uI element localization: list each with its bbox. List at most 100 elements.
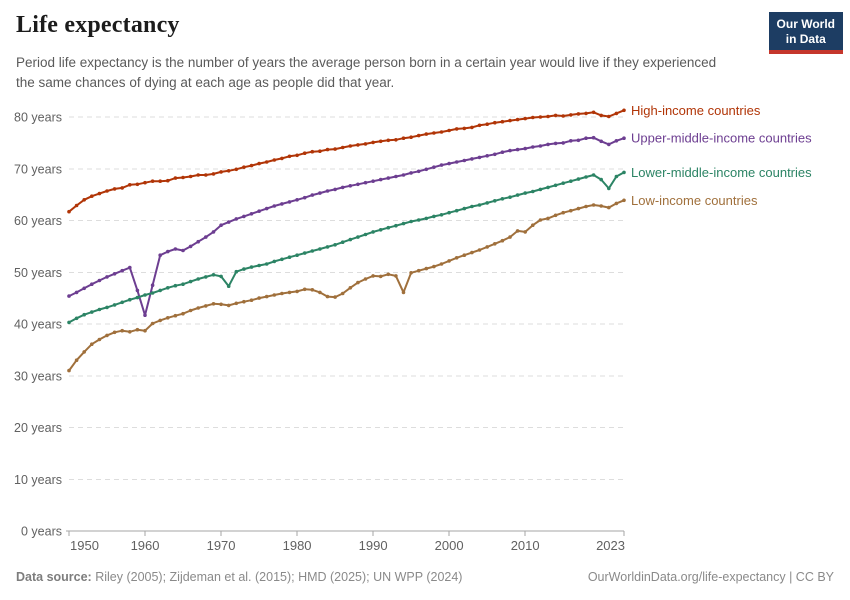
data-point-low-income	[576, 206, 581, 211]
chart-subtitle: Period life expectancy is the number of …	[16, 55, 717, 90]
data-point-lower-middle-income	[325, 245, 330, 249]
data-point-high-income	[614, 111, 619, 116]
data-point-lower-middle-income	[401, 221, 406, 226]
data-point-low-income	[394, 274, 398, 278]
data-point-high-income	[135, 182, 140, 187]
series-line-upper-middle-income[interactable]	[68, 136, 625, 317]
data-point-high-income	[599, 113, 603, 118]
legend-label-low-income[interactable]: Low-income countries	[631, 193, 758, 208]
data-point-low-income	[477, 248, 482, 252]
data-point-high-income	[257, 161, 261, 166]
data-point-low-income	[310, 288, 315, 292]
data-point-low-income	[538, 218, 543, 222]
y-axis-tick-label: 30 years	[14, 369, 62, 383]
data-point-upper-middle-income	[280, 202, 284, 206]
series-line-lower-middle-income[interactable]	[68, 171, 625, 324]
data-point-low-income	[204, 304, 208, 308]
x-axis-tick-label: 2010	[511, 538, 540, 553]
data-point-upper-middle-income	[196, 239, 200, 244]
data-point-low-income	[493, 242, 497, 246]
data-point-high-income	[128, 183, 132, 187]
data-source-label: Data source:	[16, 570, 92, 584]
data-point-lower-middle-income	[470, 204, 474, 209]
data-point-lower-middle-income	[166, 286, 170, 290]
data-point-low-income	[356, 280, 360, 285]
data-point-low-income	[348, 286, 353, 290]
license-note[interactable]: OurWorldinData.org/life-expectancy | CC …	[587, 570, 834, 584]
data-point-upper-middle-income	[515, 147, 520, 152]
data-point-high-income	[454, 127, 459, 131]
data-point-low-income	[188, 308, 193, 313]
owid-logo[interactable]: Our World in Data	[768, 12, 843, 54]
data-point-low-income	[150, 321, 155, 326]
data-source-note: Data source: Riley (2005); Zijdeman et a…	[16, 570, 462, 584]
data-point-upper-middle-income	[287, 200, 292, 204]
data-point-upper-middle-income	[607, 142, 611, 147]
data-point-low-income	[242, 299, 246, 304]
data-point-low-income	[371, 274, 375, 278]
legend-label-upper-middle-income[interactable]: Upper-middle-income countries	[631, 131, 812, 146]
data-point-high-income	[538, 115, 543, 119]
data-point-lower-middle-income	[90, 310, 94, 314]
data-point-lower-middle-income	[546, 185, 550, 190]
data-point-low-income	[67, 368, 71, 373]
data-point-low-income	[82, 350, 86, 354]
legend-label-lower-middle-income[interactable]: Lower-middle-income countries	[631, 165, 812, 180]
data-point-high-income	[90, 194, 94, 198]
data-point-high-income	[493, 120, 497, 125]
data-point-upper-middle-income	[333, 187, 337, 192]
data-point-lower-middle-income	[614, 174, 619, 179]
data-point-upper-middle-income	[416, 169, 421, 174]
data-point-low-income	[166, 316, 170, 320]
data-point-high-income	[204, 173, 208, 177]
data-point-upper-middle-income	[356, 182, 360, 187]
data-point-upper-middle-income	[462, 158, 467, 163]
data-point-upper-middle-income	[447, 161, 451, 166]
data-point-upper-middle-income	[310, 193, 315, 197]
data-point-high-income	[546, 114, 550, 119]
data-point-lower-middle-income	[196, 277, 200, 281]
data-point-high-income	[515, 117, 520, 122]
x-axis-tick-label: 1970	[207, 538, 236, 553]
data-point-low-income	[515, 229, 520, 233]
data-point-low-income	[591, 203, 596, 207]
data-point-high-income	[576, 112, 581, 116]
data-point-lower-middle-income	[607, 186, 611, 191]
data-point-upper-middle-income	[74, 290, 79, 295]
data-point-high-income	[561, 114, 565, 118]
data-point-high-income	[234, 167, 239, 172]
data-point-lower-middle-income	[219, 274, 223, 279]
data-point-lower-middle-income	[538, 187, 543, 192]
data-point-lower-middle-income	[280, 257, 284, 262]
line-chart[interactable]: 0 years 10 years 20 years 30 years 40 years 5…	[0, 95, 850, 565]
data-point-upper-middle-income	[500, 150, 505, 154]
data-point-lower-middle-income	[569, 179, 573, 183]
data-point-upper-middle-income	[97, 278, 102, 283]
data-point-upper-middle-income	[553, 141, 558, 146]
data-point-upper-middle-income	[378, 177, 383, 182]
data-point-high-income	[447, 128, 451, 133]
data-point-high-income	[105, 189, 109, 193]
data-point-upper-middle-income	[112, 272, 117, 276]
data-point-low-income	[234, 301, 239, 306]
data-point-high-income	[249, 163, 254, 168]
data-point-upper-middle-income	[302, 195, 307, 200]
data-point-upper-middle-income	[105, 275, 109, 279]
data-point-lower-middle-income	[272, 259, 277, 264]
data-point-lower-middle-income	[622, 170, 626, 175]
legend-label-high-income[interactable]: High-income countries	[631, 103, 761, 118]
x-axis-tick-label: 1980	[283, 538, 312, 553]
data-point-lower-middle-income	[416, 218, 421, 222]
data-point-high-income	[569, 113, 573, 117]
data-point-upper-middle-income	[584, 136, 588, 140]
owid-logo-line1: Our World	[776, 17, 835, 31]
data-point-upper-middle-income	[188, 244, 193, 249]
data-point-low-income	[257, 296, 261, 300]
series-line-high-income[interactable]	[68, 109, 625, 213]
data-point-upper-middle-income	[272, 204, 277, 208]
data-point-upper-middle-income	[363, 180, 368, 185]
data-point-upper-middle-income	[561, 141, 565, 145]
data-point-upper-middle-income	[204, 235, 208, 239]
data-point-high-income	[508, 118, 512, 123]
data-point-high-income	[188, 174, 193, 179]
